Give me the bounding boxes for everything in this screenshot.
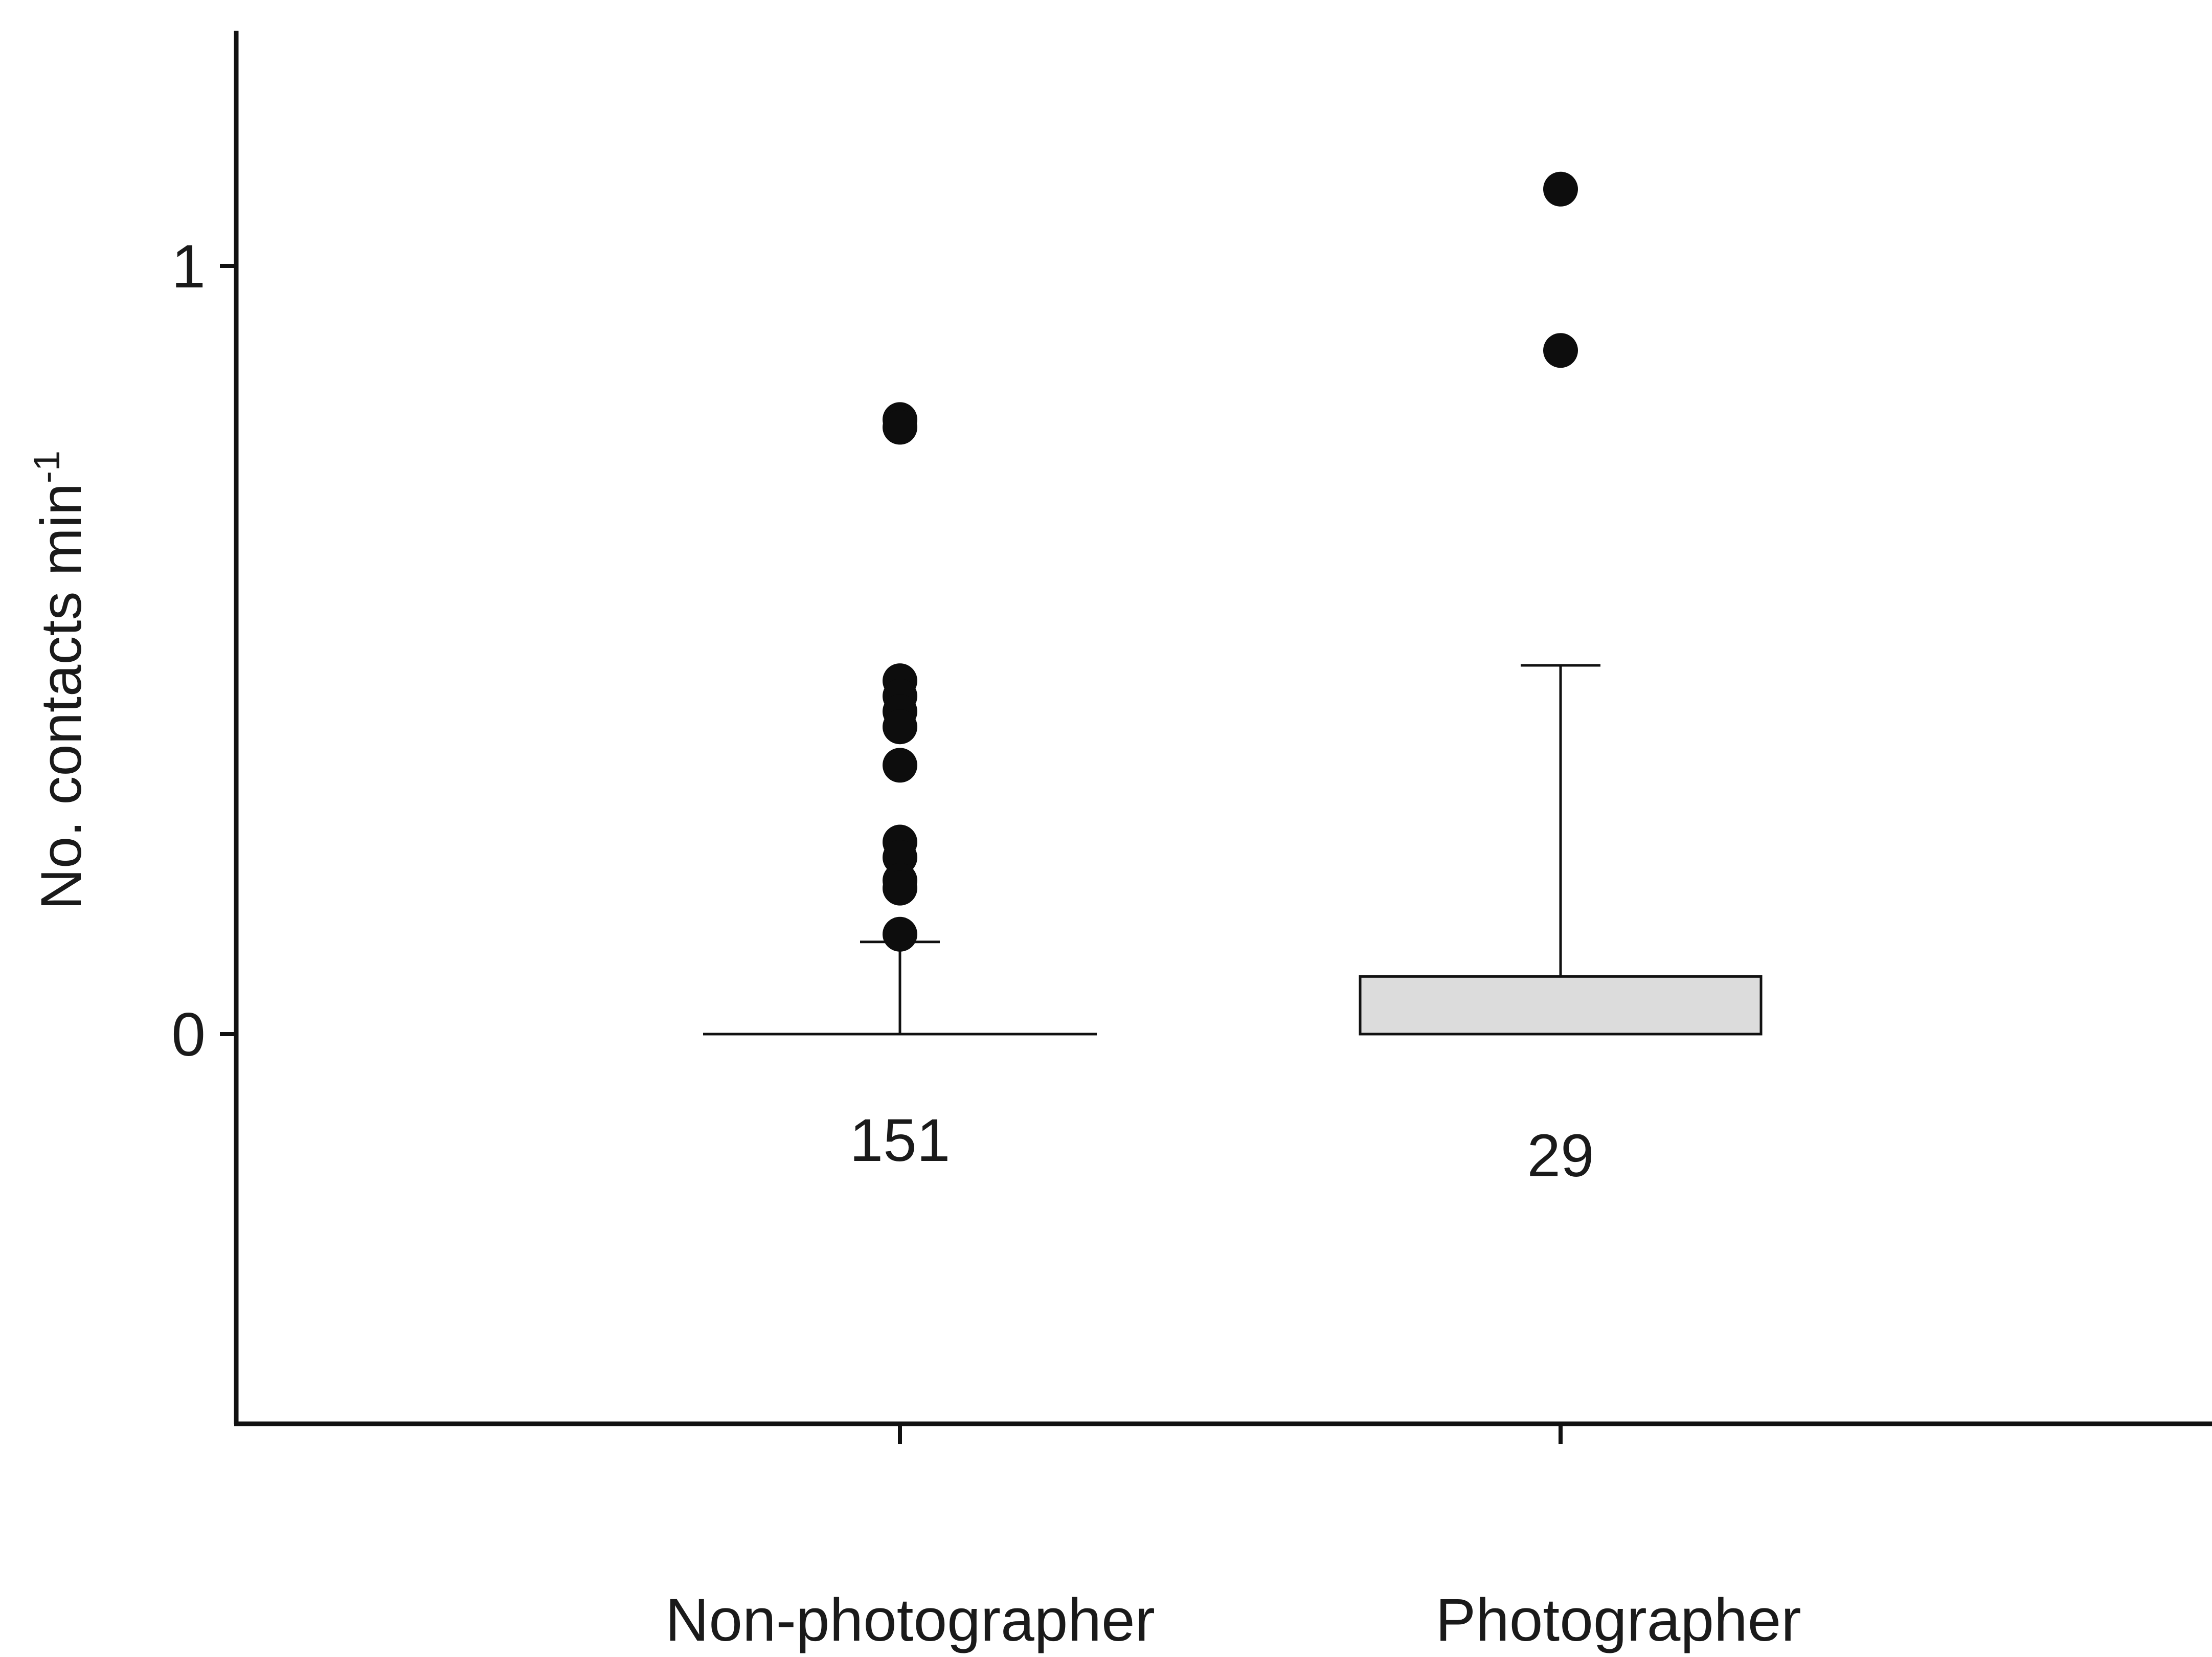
y-tick-label: 0 xyxy=(171,1000,206,1069)
box-group: 29 Photographer xyxy=(1359,171,1801,1654)
outlier-point xyxy=(1543,333,1578,368)
y-axis-title-superscript: -1 xyxy=(27,451,67,483)
box-group: 151 Non-photographer xyxy=(665,402,1155,1654)
outlier-point xyxy=(883,709,917,745)
y-axis-title: No. contacts min-1 xyxy=(27,451,93,910)
outlier-point xyxy=(883,748,917,783)
outlier-point xyxy=(883,410,917,445)
sample-size-label: 151 xyxy=(850,1107,951,1174)
y-axis-title-text: No. contacts min xyxy=(29,483,93,910)
box xyxy=(1359,975,1763,1036)
box-groups: 151 Non-photographer 29 Photographer xyxy=(665,171,1801,1654)
y-ticks: 01 xyxy=(171,232,236,1069)
y-tick-label: 1 xyxy=(171,232,206,301)
sample-size-label: 29 xyxy=(1527,1122,1594,1190)
outlier-point xyxy=(883,870,917,906)
outlier-point xyxy=(1543,171,1578,207)
outlier-point xyxy=(883,916,917,952)
x-category-label: Photographer xyxy=(1435,1586,1801,1654)
x-category-label: Non-photographer xyxy=(665,1586,1155,1654)
